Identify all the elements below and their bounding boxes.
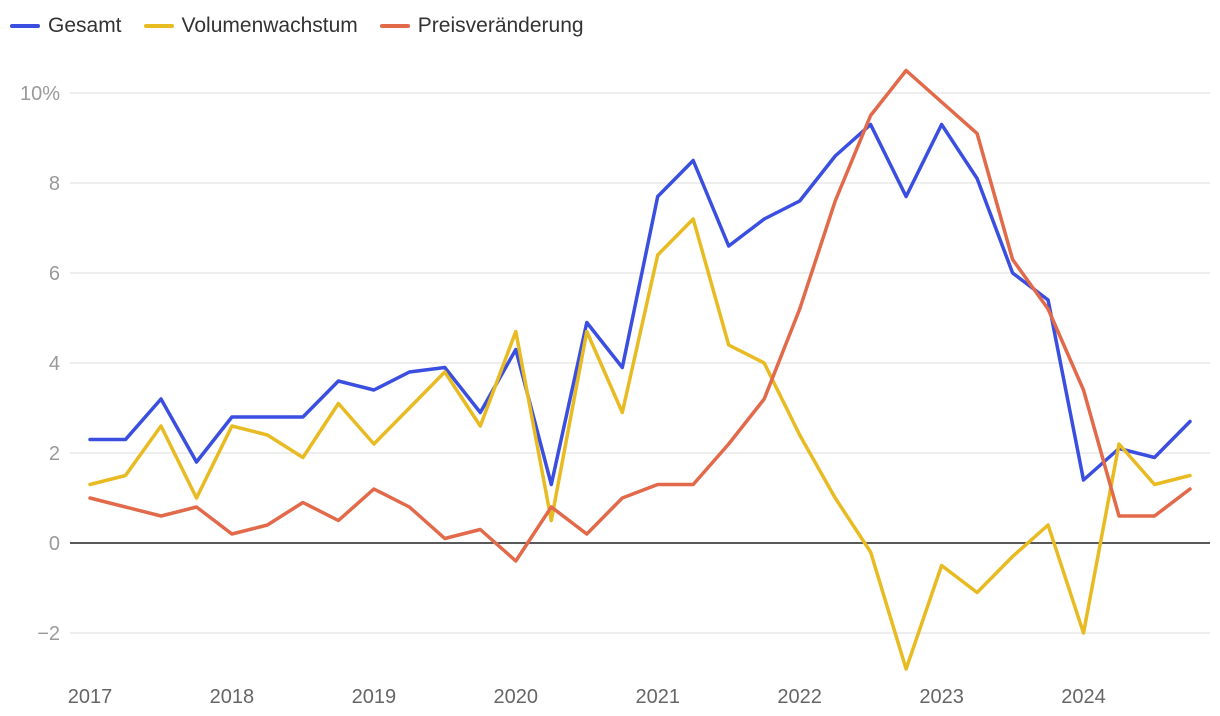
legend-item-gesamt[interactable]: Gesamt bbox=[10, 14, 122, 38]
x-tick-label: 2019 bbox=[352, 686, 397, 708]
x-axis-ticks: 2017 2018 2019 2020 2021 2022 2023 2024 bbox=[68, 686, 1106, 708]
legend-swatch-preisveraenderung bbox=[379, 24, 410, 28]
y-tick-label: 10% bbox=[20, 83, 60, 105]
series-lines bbox=[88, 68, 1192, 671]
y-tick-label: 4 bbox=[49, 353, 60, 375]
legend-label-preisveraenderung: Preisveränderung bbox=[417, 14, 584, 37]
x-tick-label: 2020 bbox=[494, 686, 539, 708]
legend-item-preisveraenderung[interactable]: Preisveränderung bbox=[379, 14, 584, 38]
legend-swatch-gesamt bbox=[10, 24, 40, 28]
chart-legend: Gesamt Volumenwachstum Preisveränderung bbox=[10, 14, 584, 38]
legend-label-gesamt: Gesamt bbox=[48, 14, 122, 37]
y-tick-label: 6 bbox=[49, 263, 60, 285]
series-line-gesamt[interactable] bbox=[88, 122, 1192, 487]
legend-item-volumenwachstum[interactable]: Volumenwachstum bbox=[143, 14, 358, 38]
y-tick-label: −2 bbox=[37, 623, 60, 645]
y-tick-label: 0 bbox=[49, 533, 60, 555]
y-tick-label: 8 bbox=[49, 173, 60, 195]
y-tick-label: 2 bbox=[49, 443, 60, 465]
y-axis-ticks: −2 0 2 4 6 8 10% bbox=[20, 83, 60, 645]
x-tick-label: 2017 bbox=[68, 686, 113, 708]
series-line-volumenwachstum[interactable] bbox=[88, 217, 1192, 671]
x-tick-label: 2023 bbox=[919, 686, 964, 708]
x-tick-label: 2018 bbox=[210, 686, 255, 708]
series-line-preisver-nderung[interactable] bbox=[88, 68, 1192, 563]
gridlines bbox=[70, 92, 1210, 634]
legend-label-volumenwachstum: Volumenwachstum bbox=[181, 14, 358, 37]
x-tick-label: 2021 bbox=[635, 686, 680, 708]
legend-swatch-volumenwachstum bbox=[143, 24, 174, 28]
x-tick-label: 2022 bbox=[777, 686, 822, 708]
x-tick-label: 2024 bbox=[1061, 686, 1106, 708]
